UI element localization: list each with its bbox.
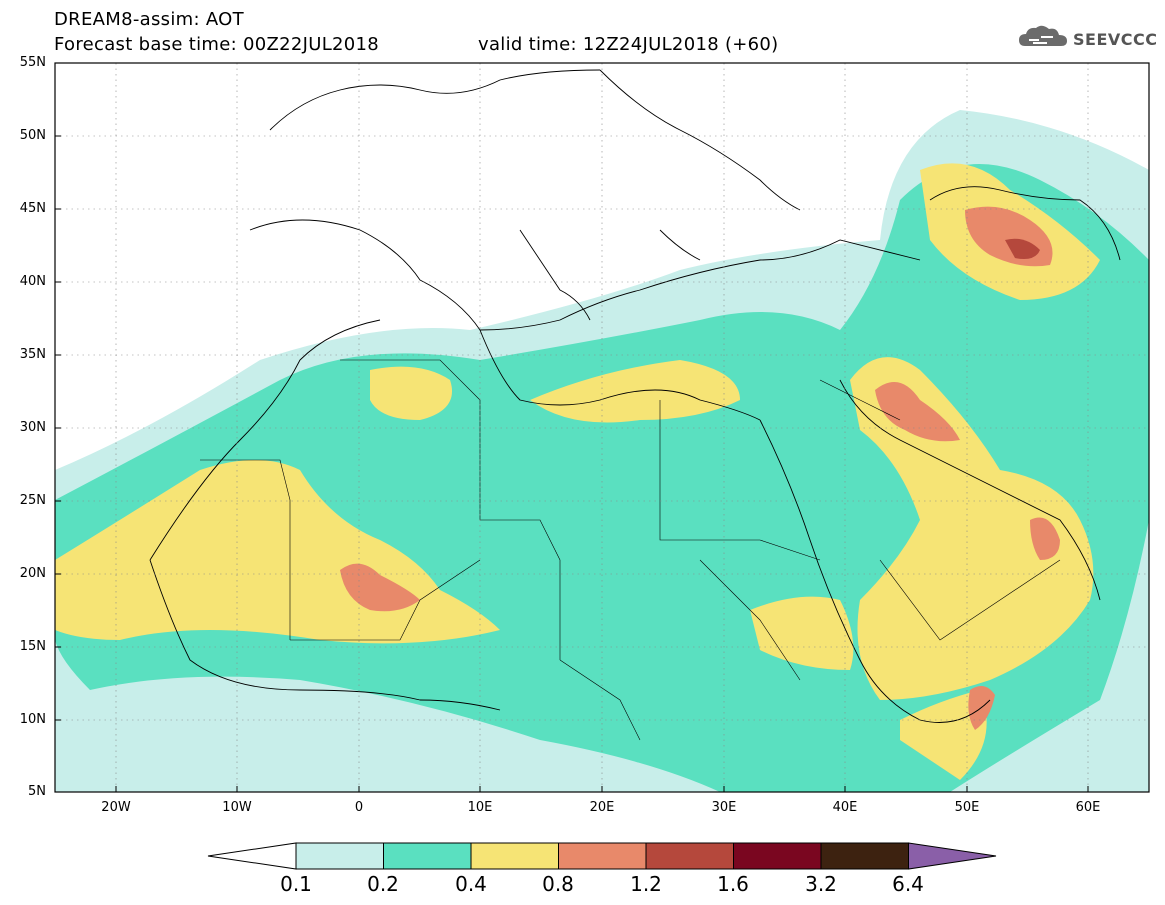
- lat-label: 45N: [19, 201, 46, 216]
- axis-ticks: [55, 135, 1089, 792]
- aot-field: [55, 63, 1149, 792]
- lat-label: 25N: [19, 493, 46, 508]
- aot-contour-0.8-b: [875, 382, 960, 442]
- colorbar-lower-arrow: [207, 842, 297, 870]
- chart-title: DREAM8-assim: AOT: [54, 9, 244, 30]
- colorbar-bin-0.1-0.2: [295, 842, 384, 870]
- colorbar: [207, 842, 997, 870]
- colorbar-label: 0.8: [542, 872, 574, 896]
- lon-label: 60E: [1075, 800, 1101, 815]
- colorbar-label: 1.6: [717, 872, 749, 896]
- colorbar-label: 1.2: [630, 872, 662, 896]
- lat-label: 40N: [19, 274, 46, 289]
- seevccc-logo: SEEVCCC: [1017, 24, 1158, 54]
- aot-contour-0.4-g: [900, 690, 987, 780]
- lon-label: 10E: [467, 800, 493, 815]
- colorbar-bin-1.6-3.2: [733, 842, 822, 870]
- lon-label: 30E: [711, 800, 737, 815]
- aot-contour-1.2: [1005, 238, 1040, 259]
- lon-label: 50E: [954, 800, 980, 815]
- colorbar-label: 0.1: [280, 872, 312, 896]
- country-borders: [200, 359, 1061, 741]
- lat-label: 30N: [19, 420, 46, 435]
- lat-label: 20N: [19, 566, 46, 581]
- colorbar-label: 3.2: [805, 872, 837, 896]
- logo-text: SEEVCCC: [1073, 29, 1158, 49]
- aot-contour-0.8-d: [1030, 517, 1060, 560]
- valid-time: valid time: 12Z24JUL2018 (+60): [478, 34, 779, 55]
- colorbar-bin-0.4-0.8: [470, 842, 559, 870]
- aot-contour-0.4-f: [750, 596, 854, 670]
- colorbar-bin-1.2-1.6: [645, 842, 734, 870]
- forecast-base-time: Forecast base time: 00Z22JUL2018: [54, 34, 380, 55]
- aot-contour-0.8-a: [340, 563, 420, 612]
- lon-label: 40E: [832, 800, 858, 815]
- lat-label: 55N: [19, 55, 46, 70]
- coastlines: [149, 69, 1121, 723]
- aot-contour-0.4-b: [370, 366, 452, 420]
- lon-label: 0: [354, 800, 364, 815]
- colorbar-bin-0.8-1.2: [558, 842, 647, 870]
- lat-label: 10N: [19, 712, 46, 727]
- lat-label: 50N: [19, 128, 46, 143]
- colorbar-label: 0.2: [367, 872, 399, 896]
- lat-label: 35N: [19, 347, 46, 362]
- colorbar-upper-arrow: [908, 842, 997, 870]
- aot-contour-0.8-e: [968, 686, 995, 730]
- colorbar-bin-3.2-6.4: [820, 842, 909, 870]
- lon-label: 10W: [222, 800, 252, 815]
- lon-label: 20W: [101, 800, 131, 815]
- cloud-icon: [1017, 24, 1069, 54]
- gridlines: [55, 63, 1149, 792]
- lat-label: 15N: [19, 639, 46, 654]
- colorbar-bin-0.2-0.4: [383, 842, 472, 870]
- lat-label: 5N: [28, 784, 46, 799]
- colorbar-label: 0.4: [455, 872, 487, 896]
- lon-label: 20E: [589, 800, 615, 815]
- aot-contour-0.4-d: [850, 357, 1094, 700]
- colorbar-label: 6.4: [892, 872, 924, 896]
